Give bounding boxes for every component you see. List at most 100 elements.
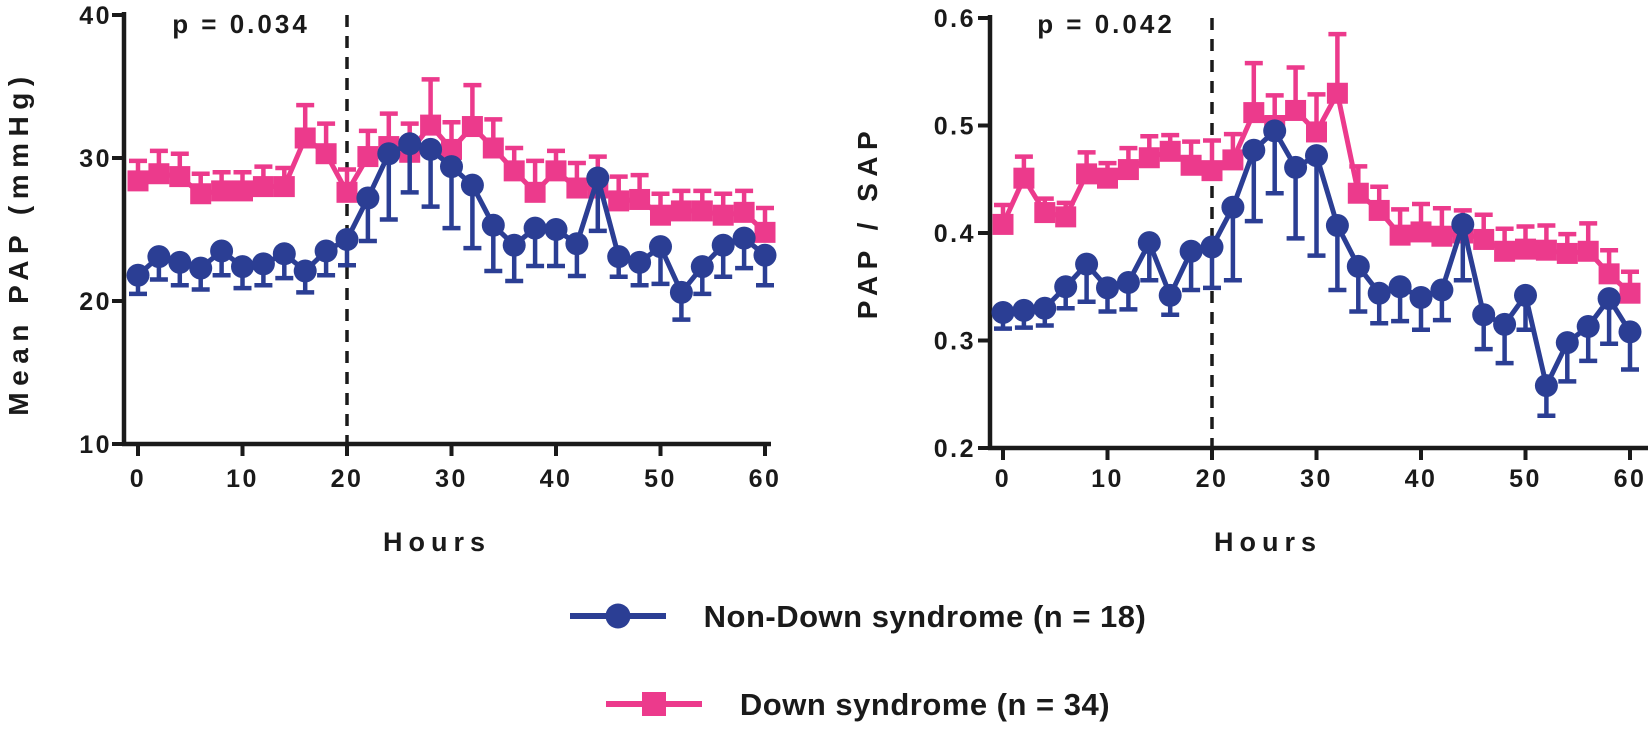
x-axis-ticks: 0 10 20 30 40 50 60 [130, 444, 779, 493]
data-point-circle [1096, 276, 1119, 300]
blue-circle-line-marker-icon [569, 603, 666, 629]
data-point-circle [991, 301, 1015, 325]
data-point-circle [1116, 270, 1140, 294]
data-point-square [127, 170, 149, 192]
data-point-circle [753, 243, 777, 267]
data-point-circle [1472, 303, 1496, 327]
data-point-circle [1284, 155, 1308, 179]
data-point-circle [231, 255, 254, 279]
data-point-square [461, 116, 483, 138]
data-point-circle [126, 263, 150, 287]
data-point-circle [1409, 286, 1433, 309]
data-point-square [1180, 154, 1202, 176]
data-point-square [148, 163, 170, 185]
data-point-circle [460, 173, 484, 197]
data-point-square [1138, 147, 1160, 169]
data-point-circle [481, 213, 505, 237]
x-tick-label: 60 [1614, 465, 1647, 493]
pink-square-line-marker-icon [605, 692, 702, 716]
data-point-square [315, 143, 337, 165]
data-point-square [754, 221, 776, 243]
legend-label-down: Down syndrome (n = 34) [739, 686, 1111, 722]
x-tick-label: 40 [1405, 465, 1438, 493]
data-point-square [482, 137, 504, 159]
data-point-square [1076, 163, 1098, 185]
data-point-circle [210, 239, 234, 263]
x-tick-label: 50 [1509, 465, 1542, 493]
data-point-circle [1346, 254, 1370, 278]
data-point-square [1556, 242, 1578, 264]
data-point-square [1117, 159, 1139, 181]
data-point-circle [649, 235, 672, 259]
x-axis-ticks: 0 10 20 30 40 50 60 [995, 448, 1647, 493]
data-point-circle [1514, 283, 1537, 307]
data-point-circle [502, 233, 526, 257]
data-point-square [1619, 282, 1641, 304]
data-point-square [336, 181, 358, 203]
data-point-square [712, 204, 734, 226]
data-point-circle [544, 218, 568, 241]
data-point-circle [690, 255, 714, 279]
data-point-square [1535, 239, 1557, 261]
x-tick-label: 40 [540, 465, 573, 493]
data-point-circle [1075, 252, 1099, 276]
legend-item-down-syndrome: Down syndrome (n = 34) [605, 686, 1111, 722]
p-value-label: p = 0.034 [172, 9, 310, 39]
y-tick-label: 0.2 [934, 435, 976, 463]
data-point-circle [1430, 278, 1454, 302]
data-point-square [252, 176, 274, 198]
data-point-square [169, 166, 191, 188]
data-point-circle [669, 280, 693, 304]
axes [121, 12, 771, 447]
legend: Non-Down syndrome (n = 18) Down syndrome… [66, 598, 1650, 722]
y-axis-label: Mean PAP (mmHg) [3, 70, 34, 415]
data-point-circle [272, 242, 296, 266]
data-point-circle [1179, 239, 1203, 263]
data-point-circle [419, 137, 443, 161]
data-point-circle [1388, 275, 1412, 299]
x-tick-label: 10 [226, 465, 259, 493]
pap-sap-chart: 0 10 20 30 40 50 60 0.2 0.3 0.4 0.5 0.6 PAP / SAP Hou… [852, 5, 1648, 557]
y-tick-label: 30 [79, 145, 112, 173]
data-point-square [992, 213, 1014, 235]
data-point-circle [1054, 275, 1078, 299]
series-non-down [126, 132, 777, 322]
y-axis-ticks: 10 20 30 40 [79, 2, 124, 459]
data-point-circle [1012, 298, 1036, 322]
y-axis-label: PAP / SAP [852, 125, 883, 319]
data-point-square [1515, 238, 1536, 260]
data-point-square [190, 183, 212, 205]
data-point-square [566, 177, 588, 199]
data-point-square [1473, 228, 1495, 250]
x-tick-label: 20 [331, 465, 364, 493]
data-point-square [441, 138, 462, 160]
data-point-circle [711, 233, 735, 257]
data-point-square [1055, 206, 1077, 228]
x-tick-label: 0 [130, 465, 146, 493]
x-tick-label: 30 [435, 465, 468, 493]
data-point-circle [377, 142, 401, 166]
data-point-circle [607, 245, 631, 269]
y-tick-label: 0.3 [934, 328, 976, 356]
x-tick-label: 30 [1300, 465, 1333, 493]
data-point-circle [1618, 320, 1642, 344]
data-point-square [1494, 240, 1516, 262]
y-tick-label: 40 [79, 2, 112, 30]
data-point-circle [147, 245, 171, 269]
data-point-square [629, 188, 651, 210]
data-point-circle [1576, 315, 1600, 339]
data-point-circle [1367, 281, 1391, 305]
data-point-square [691, 200, 713, 222]
data-point-square [1347, 182, 1369, 204]
data-point-circle [1263, 119, 1287, 143]
data-point-circle [586, 166, 610, 190]
data-point-square [608, 190, 630, 212]
data-point-circle [356, 186, 380, 210]
x-axis-label: Hours [383, 527, 491, 557]
data-point-circle [565, 232, 589, 256]
data-point-circle [1158, 283, 1182, 307]
data-point-circle [440, 155, 463, 179]
series-down [127, 77, 776, 243]
data-point-circle [1493, 312, 1517, 336]
